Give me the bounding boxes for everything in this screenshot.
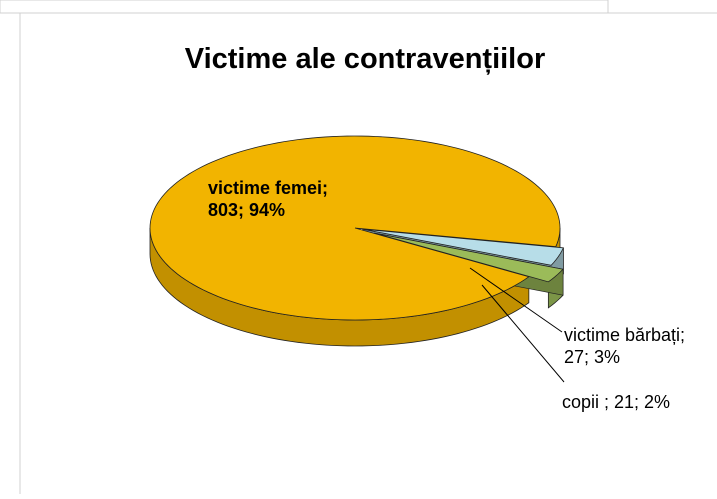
data-label: victime bărbați;	[564, 325, 685, 345]
top-bar	[0, 0, 609, 14]
slice	[374, 232, 564, 283]
data-label: 803; 94%	[208, 200, 285, 220]
leader-line	[481, 284, 565, 383]
chart-title: Victime ale contravențiilor	[185, 43, 546, 75]
slice	[149, 135, 561, 321]
slice	[362, 228, 564, 266]
data-label: copii ; 21; 2%	[562, 392, 670, 412]
data-label: 27; 3%	[564, 347, 620, 367]
pie	[149, 135, 564, 347]
labels: victime femei;803; 94% victime bărbați;27…	[208, 178, 685, 412]
leader-line	[469, 267, 563, 333]
data-label: victime femei;	[208, 178, 328, 198]
